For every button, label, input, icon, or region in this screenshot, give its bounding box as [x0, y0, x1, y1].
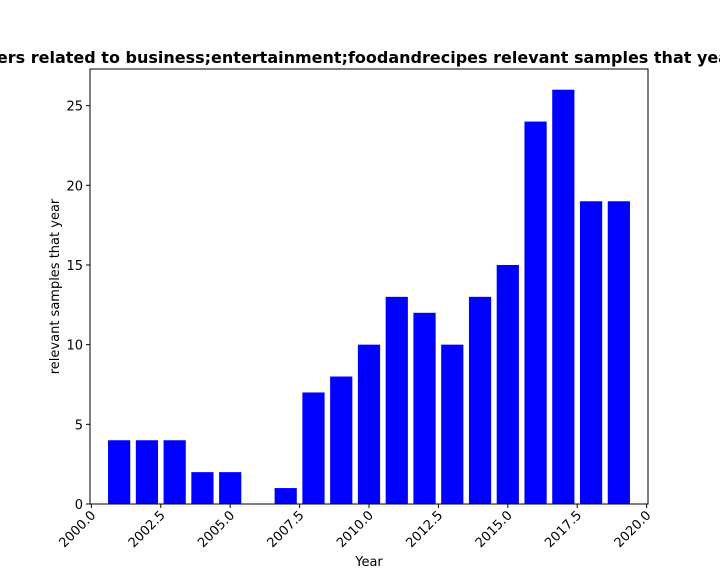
x-axis-title: Year	[354, 555, 383, 570]
bar-2011	[385, 296, 408, 504]
y-tick-label: 20	[66, 179, 83, 194]
bar-2017	[552, 89, 575, 504]
x-axis: 2000.0 2002.5 2005.0 2007.5 2010.0 2012.5 2015…	[56, 504, 654, 551]
bar-2015	[496, 264, 519, 504]
x-tick-label: 2015.0	[473, 508, 516, 551]
bar-2004	[191, 472, 214, 504]
x-tick-label: 2000.0	[56, 508, 99, 551]
x-tick-label: 2007.5	[265, 508, 308, 551]
bar-2014	[468, 296, 492, 504]
y-tick-label: 25	[66, 100, 83, 115]
bar-2016	[524, 121, 547, 504]
y-tick-label: 5	[75, 418, 83, 433]
y-tick-label: 0	[75, 498, 83, 513]
bar-2005	[219, 472, 242, 504]
bar-2002	[135, 440, 159, 504]
x-tick-label: 2010.0	[334, 508, 377, 551]
y-tick-label: 15	[66, 259, 83, 274]
y-tick-label: 10	[66, 339, 83, 354]
y-axis: 0 5 10 15 20 25	[66, 100, 90, 513]
bar-2001	[108, 440, 131, 504]
x-tick-label: 2005.0	[195, 508, 238, 551]
x-tick-label: 2012.5	[403, 508, 446, 551]
bar-2012	[413, 312, 436, 504]
bar-2019	[607, 201, 630, 504]
y-axis-title: relevant samples that year	[48, 198, 63, 374]
bar-2003	[163, 440, 186, 504]
bar-2010	[357, 344, 381, 504]
bars	[108, 89, 630, 504]
x-tick-label: 2002.5	[126, 508, 169, 551]
x-tick-label: 2020.0	[612, 508, 655, 551]
bar-2009	[330, 376, 353, 504]
bar-2018	[579, 201, 603, 504]
x-tick-label: 2017.5	[542, 508, 585, 551]
bar-2013	[441, 344, 464, 504]
chart-title: Number of papers related to business;ent…	[0, 48, 720, 67]
bar-2008	[302, 392, 325, 504]
bar-2007	[274, 488, 297, 504]
